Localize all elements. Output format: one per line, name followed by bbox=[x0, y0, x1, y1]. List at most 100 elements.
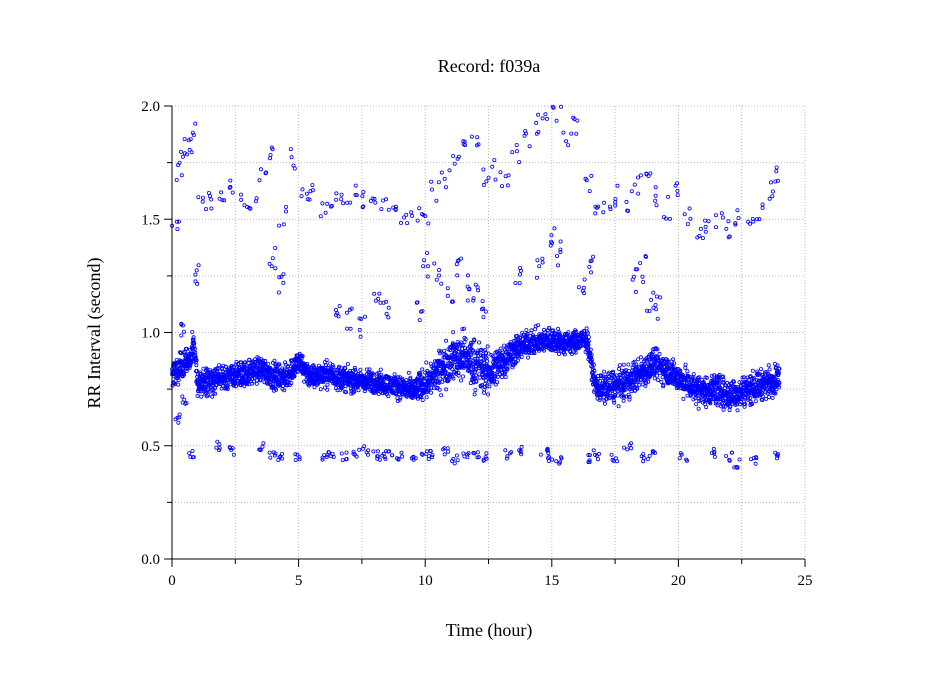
data-point bbox=[621, 398, 626, 403]
data-point bbox=[485, 359, 490, 364]
data-point bbox=[411, 457, 416, 462]
data-point bbox=[749, 457, 754, 462]
data-point bbox=[598, 378, 603, 383]
data-point bbox=[324, 358, 329, 363]
data-point bbox=[404, 212, 409, 217]
data-point bbox=[203, 207, 208, 212]
data-point bbox=[627, 397, 632, 402]
data-point bbox=[490, 164, 495, 169]
data-point bbox=[305, 197, 310, 202]
data-point bbox=[611, 398, 616, 403]
data-point bbox=[386, 449, 391, 454]
data-point bbox=[279, 274, 284, 279]
data-point bbox=[696, 406, 701, 411]
data-point bbox=[602, 200, 607, 205]
data-point bbox=[358, 334, 363, 339]
data-point bbox=[360, 446, 365, 451]
data-point bbox=[691, 372, 696, 377]
data-point bbox=[640, 274, 645, 279]
data-point bbox=[434, 198, 439, 203]
data-point bbox=[190, 130, 195, 135]
data-point bbox=[325, 201, 330, 206]
data-point bbox=[449, 299, 454, 304]
data-point bbox=[273, 451, 278, 456]
data-point bbox=[479, 307, 484, 312]
data-point bbox=[589, 270, 594, 275]
data-point bbox=[547, 454, 552, 459]
data-point bbox=[561, 130, 566, 135]
data-point bbox=[193, 272, 198, 277]
data-point bbox=[657, 351, 662, 356]
data-point bbox=[353, 192, 358, 197]
data-point bbox=[473, 388, 478, 393]
data-point bbox=[331, 364, 336, 369]
data-point bbox=[184, 346, 189, 351]
x-tick-label: 25 bbox=[798, 573, 813, 589]
data-point bbox=[611, 370, 616, 375]
data-point bbox=[661, 382, 666, 387]
data-point bbox=[721, 374, 726, 379]
data-point bbox=[519, 354, 524, 359]
data-point bbox=[181, 329, 186, 334]
data-point bbox=[472, 338, 477, 343]
data-point bbox=[735, 208, 740, 213]
data-point bbox=[373, 390, 378, 395]
data-point bbox=[519, 444, 524, 449]
data-point bbox=[709, 450, 714, 455]
data-point bbox=[209, 387, 214, 392]
data-point bbox=[283, 204, 288, 209]
data-point bbox=[451, 153, 456, 158]
data-point bbox=[607, 370, 612, 375]
data-point bbox=[493, 373, 498, 378]
data-point bbox=[184, 152, 189, 157]
data-point bbox=[373, 200, 378, 205]
data-point bbox=[538, 452, 543, 457]
data-point bbox=[375, 454, 380, 459]
data-point bbox=[633, 289, 638, 294]
data-point bbox=[519, 268, 524, 273]
data-point bbox=[706, 219, 711, 224]
data-point bbox=[775, 178, 780, 183]
data-point bbox=[582, 291, 587, 296]
data-point bbox=[735, 465, 740, 470]
x-tick-label: 10 bbox=[418, 573, 433, 589]
data-point bbox=[193, 279, 198, 284]
data-point bbox=[536, 112, 541, 117]
data-point bbox=[485, 392, 490, 397]
data-point bbox=[558, 250, 563, 255]
data-point bbox=[200, 195, 205, 200]
data-point bbox=[190, 448, 195, 453]
data-point bbox=[625, 208, 630, 213]
data-point bbox=[582, 277, 587, 282]
data-point bbox=[203, 384, 208, 389]
data-point bbox=[484, 179, 489, 184]
data-point bbox=[305, 365, 310, 370]
data-point bbox=[737, 380, 742, 385]
data-point bbox=[677, 456, 682, 461]
data-point bbox=[459, 342, 464, 347]
data-point bbox=[514, 142, 519, 147]
data-point bbox=[719, 211, 724, 216]
data-point bbox=[724, 226, 729, 231]
data-point bbox=[392, 372, 397, 377]
data-point bbox=[179, 173, 184, 178]
y-tick-label: 0.5 bbox=[141, 439, 160, 455]
x-tick-label: 5 bbox=[295, 573, 303, 589]
data-point bbox=[238, 383, 243, 388]
data-point bbox=[725, 380, 730, 385]
data-point bbox=[422, 376, 427, 381]
data-point bbox=[277, 223, 282, 228]
data-point bbox=[711, 387, 716, 392]
data-point bbox=[577, 345, 582, 350]
data-point bbox=[495, 374, 500, 379]
data-point bbox=[766, 363, 771, 368]
data-point bbox=[460, 327, 465, 332]
data-point bbox=[395, 375, 400, 380]
data-point bbox=[203, 388, 208, 393]
data-point bbox=[458, 378, 463, 383]
data-point bbox=[554, 118, 559, 123]
data-point bbox=[517, 160, 522, 165]
data-point bbox=[357, 316, 362, 321]
